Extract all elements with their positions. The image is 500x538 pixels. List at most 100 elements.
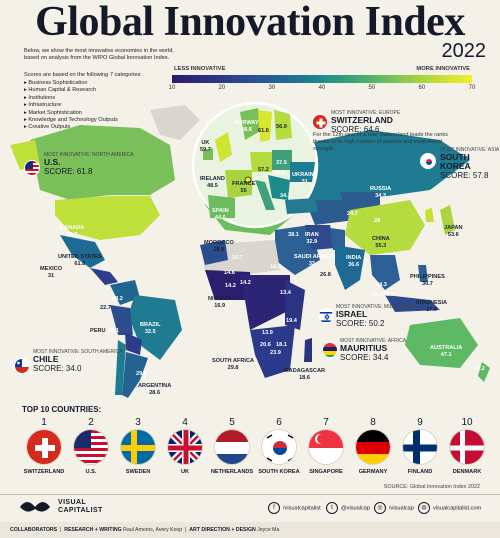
rank-number: 8	[370, 417, 376, 428]
twitter-icon: t	[326, 502, 338, 514]
category-item: Creative Outputs	[24, 124, 118, 131]
country-score: 38.7	[383, 292, 394, 298]
country-score: 53.6	[447, 231, 459, 238]
country-score: 55.3	[375, 242, 387, 249]
world-map	[10, 101, 490, 398]
country-score: 37.5	[276, 160, 287, 166]
category-item: Business Sophistication	[24, 80, 118, 87]
label-germany: 57.2	[258, 167, 269, 174]
label-sweden: 61.6	[258, 128, 269, 135]
region-nz	[478, 362, 490, 382]
country-name: AUSTRALIA	[430, 345, 463, 351]
country-name: SOUTH AFRICA	[212, 358, 255, 364]
website-link[interactable]: ◍ visualcapitalist.com	[418, 502, 481, 514]
legend-tick: 50	[368, 85, 376, 91]
region-turkey	[285, 198, 318, 214]
country-score: 14.2	[225, 283, 236, 289]
region-finland	[274, 110, 292, 140]
region-c-africa	[240, 275, 290, 330]
country-score: 47.1	[440, 351, 452, 358]
social-instagram-link[interactable]: ◎/visualcap	[374, 502, 414, 514]
country-name: ARGENTINA	[138, 383, 172, 389]
region-pakistan	[330, 228, 345, 250]
region-us	[55, 196, 160, 240]
country-score: 30.7	[421, 280, 433, 287]
africa-score: 14.6	[224, 270, 235, 277]
social-twitter-link[interactable]: t @visualcap	[326, 502, 370, 514]
region-china	[345, 200, 425, 255]
country-score: 61.8	[74, 260, 86, 267]
brand-name: VISUAL CAPITALIST	[58, 499, 103, 515]
label-sea3: 16.4	[372, 292, 383, 299]
legend-tick: 30	[268, 85, 276, 91]
country-score: 33.4	[308, 260, 320, 267]
label-mexico: MEXICO 31	[40, 266, 62, 279]
callout-score: SCORE: 64.6	[331, 125, 380, 134]
social-facebook-link[interactable]: f/visualcapitalist	[268, 502, 321, 514]
intro-text: Below, we show the most innovative econo…	[24, 48, 174, 61]
flag-south-korea-icon	[261, 429, 297, 465]
flag-switzerland-icon	[26, 429, 62, 465]
label-uk: UK 59.7	[200, 140, 211, 153]
region-poland	[272, 150, 292, 170]
category-item: Infrastructure	[24, 102, 118, 109]
legend-tick: 20	[218, 85, 226, 91]
brand-line-1: VISUAL	[58, 499, 87, 506]
credits-art-label: ART DIRECTION + DESIGN	[189, 527, 256, 533]
region-canada	[30, 125, 175, 200]
country-score: 57.2	[258, 167, 269, 173]
africa-score: 18.1	[276, 342, 287, 349]
region-ukraine	[290, 162, 315, 182]
country-score: 56.9	[276, 124, 287, 130]
country-score: 19.4	[286, 318, 297, 324]
region-w-africa	[205, 270, 252, 300]
country-name: NORWAY	[234, 120, 259, 126]
legend-tick: 10	[168, 85, 176, 91]
switzerland-marker	[244, 176, 252, 184]
label-philippines: PHILIPPINES 30.7	[410, 274, 445, 287]
country-score: 32.9	[306, 238, 318, 245]
callout-category: MOST INNOVATIVE: ASIA	[440, 147, 500, 153]
flag-singapore-icon	[308, 429, 344, 465]
credits-art-names: Joyce Ma	[257, 527, 280, 533]
africa-score: 23.9	[270, 350, 281, 357]
social-handle: /visualcapitalist	[283, 505, 321, 512]
top10-item: 10 DENMARK	[441, 418, 493, 475]
callout-country: U.S.	[44, 157, 61, 167]
region-india	[335, 245, 365, 290]
label-madagascar: MADAGASCAR 18.6	[284, 368, 325, 381]
country-score: 32.5	[144, 328, 156, 335]
label-brazil: BRAZIL 32.5	[140, 322, 161, 335]
region-se-asia	[370, 255, 400, 290]
country-score: 48.5	[206, 182, 218, 189]
callout-category: MOST INNOVATIVE: SOUTH AMERICA	[33, 349, 123, 355]
flag-finland-icon	[402, 429, 438, 465]
region-uk	[215, 132, 232, 162]
callout-category: MOST INNOVATIVE: NORTH AMERICA	[44, 152, 134, 158]
region-central-am	[90, 268, 118, 285]
africa-score: 14.2	[225, 283, 236, 290]
label-australia: AUSTRALIA 47.1	[430, 345, 462, 358]
country-score: 48.8	[240, 126, 252, 133]
country-name: CHINA	[372, 236, 390, 242]
label-us: UNITED STATES 61.8	[58, 254, 102, 267]
label-ukraine: UKRAINE 31	[292, 172, 317, 185]
flag-germany-icon	[355, 429, 391, 465]
region-sweden	[258, 110, 272, 142]
social-handle: @visualcap	[341, 505, 370, 512]
sa-score: 22.7	[100, 305, 111, 312]
rank-number: 10	[461, 417, 473, 428]
callout-asia: MOST INNOVATIVE: ASIA SOUTH KOREA SCORE:…	[440, 147, 500, 180]
callout-country: MAURITIUS	[340, 343, 388, 353]
label-morocco: MOROCCO 28.8	[204, 240, 234, 253]
region-colombia	[110, 280, 140, 305]
region-australia	[405, 318, 478, 368]
region-madagascar	[304, 338, 312, 362]
country-score: 27.9	[426, 306, 437, 313]
flag-uk-icon	[167, 429, 203, 465]
callout-europe-note: For the 12th year in a row, Switzerland …	[313, 132, 448, 152]
label-norway: NORWAY 48.8	[234, 120, 259, 133]
callout-score: SCORE: 50.2	[336, 319, 385, 328]
region-bolivia	[125, 332, 142, 355]
country-score: 34.5	[274, 170, 285, 176]
